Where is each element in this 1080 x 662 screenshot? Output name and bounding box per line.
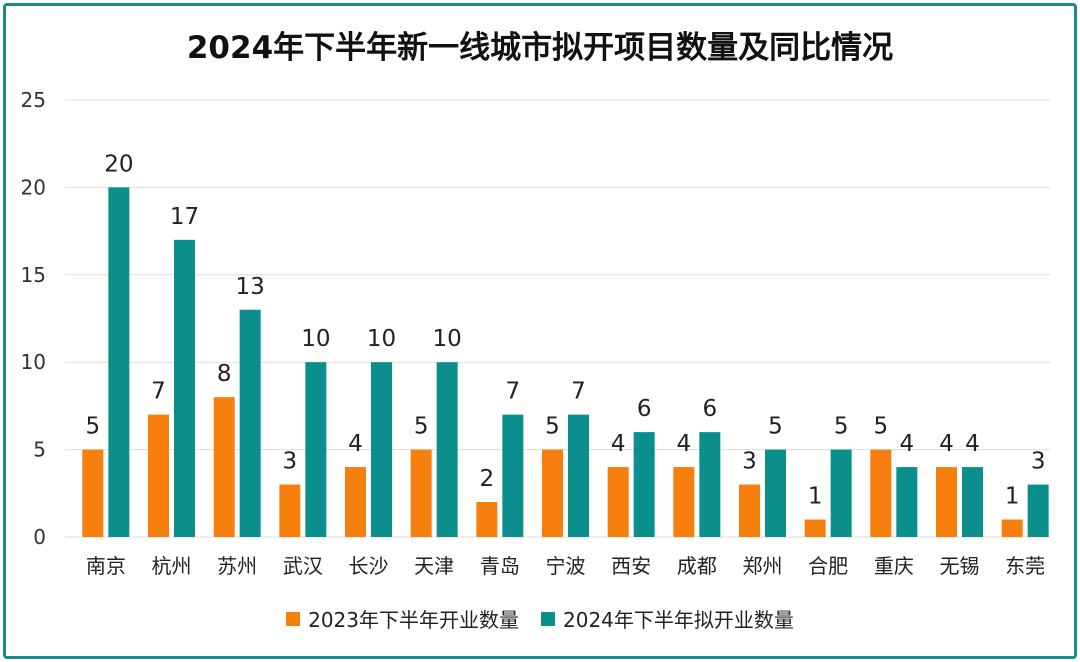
data-label: 3	[742, 449, 757, 475]
data-label: 5	[874, 414, 889, 440]
data-label: 5	[834, 414, 849, 440]
legend-item-2024: 2024年下半年拟开业数量	[541, 604, 794, 633]
y-tick-label: 0	[33, 525, 46, 549]
legend-swatch-2024	[541, 611, 555, 626]
data-label: 5	[545, 414, 560, 440]
bar-2024	[174, 239, 195, 537]
y-tick-label: 15	[21, 263, 46, 287]
data-label: 4	[900, 431, 915, 457]
data-label: 20	[104, 151, 133, 177]
bar-2023	[345, 467, 366, 537]
bar-2023	[410, 449, 432, 537]
legend-swatch-2023	[286, 611, 301, 626]
data-label: 5	[86, 414, 101, 440]
bar-2023	[82, 449, 104, 537]
x-category-label: 郑州	[743, 554, 783, 578]
data-label: 10	[301, 326, 330, 352]
data-label: 1	[808, 484, 823, 510]
data-label: 4	[939, 431, 954, 457]
x-category-label: 宁波	[546, 554, 586, 578]
data-label: 13	[236, 274, 265, 300]
bar-2024	[371, 362, 392, 537]
x-category-label: 西安	[611, 554, 651, 578]
data-label: 4	[348, 431, 363, 457]
data-label: 2	[480, 466, 495, 492]
bar-2023	[279, 484, 301, 537]
bar-2024	[1027, 484, 1049, 537]
bar-2024	[239, 309, 261, 537]
bar-2024	[436, 362, 458, 537]
x-category-label: 合肥	[808, 554, 848, 578]
data-label: 3	[283, 449, 298, 475]
bar-2023	[1001, 519, 1023, 537]
bar-2023	[213, 397, 235, 537]
bar-2023	[870, 449, 892, 537]
x-category-label: 无锡	[940, 554, 980, 578]
bar-2024	[962, 467, 983, 537]
bar-2024	[765, 449, 786, 537]
bar-2023	[542, 449, 563, 537]
bar-2023	[148, 414, 169, 537]
y-tick-label: 5	[33, 438, 46, 462]
chart-title: 2024年下半年新一线城市拟开项目数量及同比情况	[186, 30, 894, 66]
data-label: 7	[151, 379, 166, 405]
data-label: 4	[611, 431, 626, 457]
bar-2024	[830, 449, 852, 537]
chart-legend: 2023年下半年开业数量 2024年下半年拟开业数量	[0, 604, 1080, 633]
y-tick-label: 20	[21, 175, 46, 199]
data-label: 10	[367, 326, 396, 352]
data-label: 1	[1005, 484, 1020, 510]
y-tick-label: 25	[21, 88, 46, 112]
x-category-label: 长沙	[349, 554, 389, 578]
data-label: 5	[768, 414, 783, 440]
legend-item-2023: 2023年下半年开业数量	[286, 604, 519, 633]
data-label: 4	[677, 431, 692, 457]
bar-2023	[476, 502, 498, 537]
bar-2023	[936, 467, 957, 537]
x-category-label: 南京	[86, 554, 126, 578]
bar-2024	[502, 414, 524, 537]
legend-label-2024: 2024年下半年拟开业数量	[563, 608, 794, 632]
bar-2024	[305, 362, 327, 537]
bar-2024	[568, 414, 589, 537]
data-label: 3	[1031, 449, 1046, 475]
data-label: 6	[703, 396, 718, 422]
x-category-label: 杭州	[152, 554, 192, 578]
bar-2023	[804, 519, 826, 537]
data-label: 4	[965, 431, 980, 457]
x-category-label: 天津	[414, 554, 454, 578]
bar-2024	[896, 467, 918, 537]
x-category-label: 武汉	[283, 554, 323, 578]
data-label: 7	[571, 379, 586, 405]
data-label: 8	[217, 361, 232, 387]
legend-label-2023: 2023年下半年开业数量	[308, 608, 519, 632]
x-category-label: 东莞	[1005, 554, 1045, 578]
x-category-label: 重庆	[874, 554, 914, 578]
x-category-label: 成都	[677, 554, 717, 578]
data-label: 7	[506, 379, 521, 405]
data-label: 6	[637, 396, 652, 422]
bar-2023	[739, 484, 760, 537]
bar-2024	[633, 432, 655, 537]
data-label: 17	[170, 204, 199, 230]
data-label: 5	[414, 414, 429, 440]
bar-2023	[607, 467, 629, 537]
bar-2024	[108, 187, 130, 537]
bar-2023	[673, 467, 695, 537]
data-label: 10	[433, 326, 462, 352]
y-tick-label: 10	[21, 350, 46, 374]
x-category-label: 苏州	[217, 554, 257, 578]
x-category-label: 青岛	[480, 554, 520, 578]
bar-2024	[699, 432, 721, 537]
